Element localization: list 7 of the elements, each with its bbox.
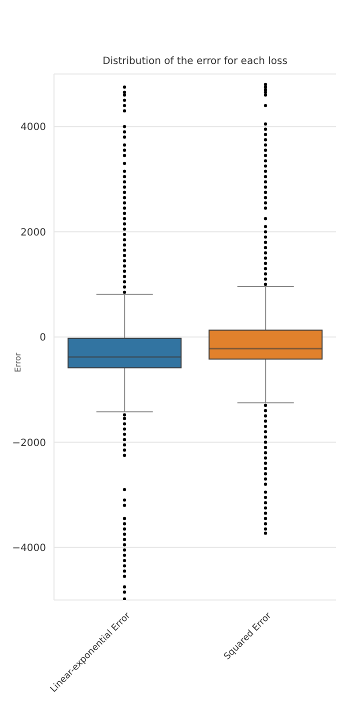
y-tick-label: −4000 — [12, 542, 46, 554]
y-tick-label: 2000 — [20, 227, 46, 238]
y-tick-label: −2000 — [12, 438, 46, 449]
y-tick-label: 4000 — [20, 122, 46, 134]
chart-title: Distribution of the error for each loss — [102, 56, 288, 67]
y-tick-label: 0 — [40, 332, 46, 344]
y-axis-title: Error — [14, 352, 22, 374]
